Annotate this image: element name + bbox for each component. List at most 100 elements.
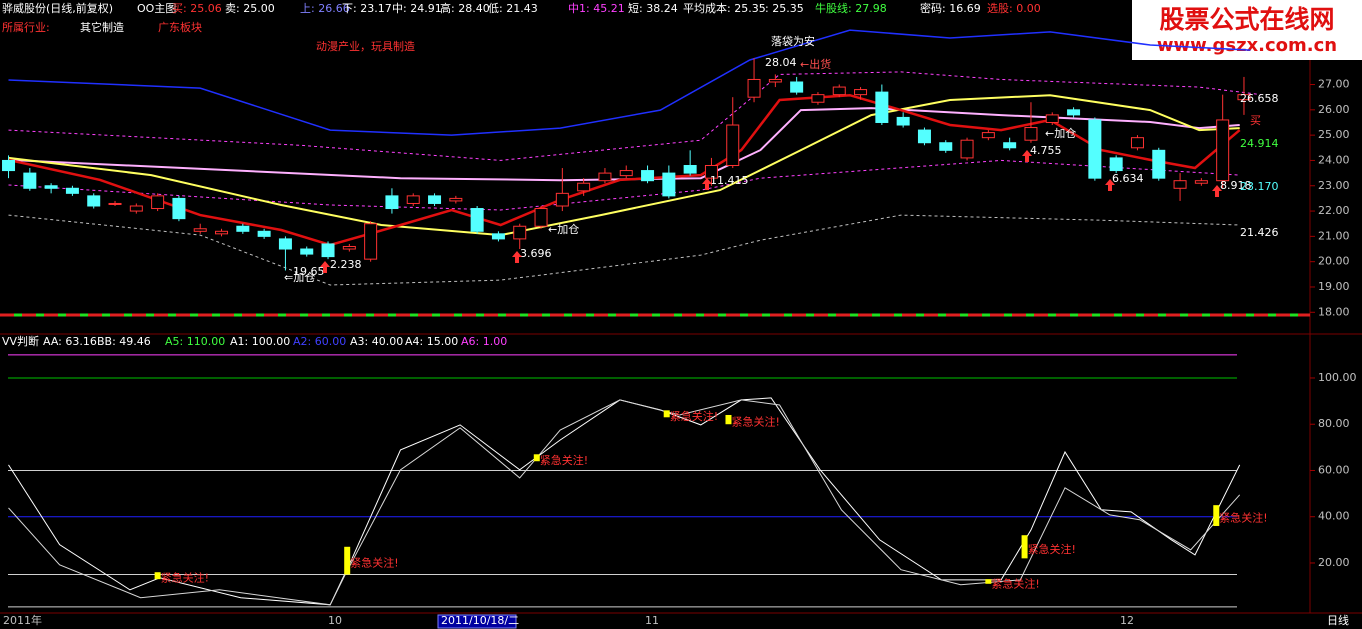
candle-body — [428, 195, 442, 204]
header-item: 上: 26.66 — [300, 2, 350, 15]
date-label: 2011年 — [3, 613, 42, 627]
y-tick-label: 26.00 — [1318, 103, 1350, 116]
logo-url: www.gszx.com.cn — [1157, 35, 1337, 56]
readout: AA: 63.16 — [43, 335, 97, 348]
candle-body — [875, 91, 889, 123]
annotation: 2.238 — [330, 258, 362, 271]
y-tick-label: 19.00 — [1318, 280, 1350, 293]
header-item: 低: 21.43 — [488, 2, 538, 15]
candle-body — [215, 230, 229, 235]
annotation: 4.755 — [1030, 144, 1062, 157]
header-item: 买: 25.06 — [172, 2, 222, 15]
signal-label: 紧急关注! — [731, 415, 779, 429]
candle-body — [406, 195, 420, 204]
signal-marker — [1021, 535, 1028, 559]
candle-body — [257, 230, 271, 237]
candle-body — [1152, 149, 1166, 179]
annotation: 6.634 — [1112, 172, 1144, 185]
date-highlight — [437, 614, 517, 629]
panel-title: VV判断 — [2, 334, 39, 348]
y-tick-label: 20.00 — [1318, 255, 1350, 268]
candle-body — [917, 129, 931, 144]
candle-body — [300, 248, 314, 255]
annotation: 8.918 — [1220, 179, 1252, 192]
header-item: 中1: 45.21 — [568, 2, 625, 15]
candle-body — [726, 124, 740, 167]
indicator-line — [8, 94, 1240, 237]
candle-body — [960, 139, 974, 159]
header-item: : 25.35 — [765, 2, 804, 15]
annotation: 19.65 — [293, 265, 325, 278]
indicator-line — [8, 93, 1241, 247]
signal-marker — [663, 410, 670, 418]
level-label: A5: 110.00 — [165, 335, 225, 348]
candle-body — [683, 165, 697, 174]
signal-marker — [344, 546, 351, 575]
candle-body — [811, 94, 825, 103]
buy-arrow — [1022, 150, 1032, 162]
candle-body — [534, 208, 548, 227]
level-label: A6: 1.00 — [461, 335, 507, 348]
y-tick-label: 23.00 — [1318, 179, 1350, 192]
candle-body — [768, 78, 782, 83]
date-label: 10 — [328, 614, 342, 627]
header-item: 卖: 25.00 — [225, 2, 275, 15]
annotation: 28.04 — [765, 56, 797, 69]
signal-label: 紧急关注! — [540, 453, 588, 467]
annotation: 11.415 — [710, 174, 749, 187]
level-label: A1: 100.00 — [230, 335, 290, 348]
annotation: 23.170 — [1240, 180, 1279, 193]
header-item: 中: 24.91 — [392, 2, 442, 15]
y-tick-label: 100.00 — [1318, 371, 1357, 384]
annotation: ⇐加仓 — [284, 270, 315, 284]
y-tick-label: 24.00 — [1318, 153, 1350, 166]
annotation: 3.696 — [520, 247, 552, 260]
candle-body — [1109, 157, 1123, 172]
level-label: A3: 40.00 — [350, 335, 403, 348]
annotation: ←加仓 — [548, 222, 579, 236]
annotation: 21.426 — [1240, 226, 1279, 239]
candle-body — [470, 208, 484, 232]
candle-body — [385, 195, 399, 210]
y-tick-label: 60.00 — [1318, 463, 1350, 476]
candle-body — [854, 89, 868, 96]
indicator-line — [8, 29, 1251, 136]
oscillator-line — [8, 399, 1241, 606]
y-tick-label: 22.00 — [1318, 204, 1350, 217]
annotation: ←加仓 — [1045, 126, 1076, 140]
concept: 动漫产业，玩具制造 — [316, 39, 415, 53]
y-tick-label: 40.00 — [1318, 510, 1350, 523]
candle-body — [193, 228, 207, 232]
header-item: 下: 23.17 — [342, 2, 392, 15]
annotation: 买 — [1250, 114, 1261, 127]
signal-label: 紧急关注! — [670, 409, 718, 423]
candle-body — [236, 225, 250, 232]
industry-label: 所属行业: — [2, 21, 50, 34]
signal-label: 紧急关注! — [350, 556, 398, 570]
candle-body — [662, 172, 676, 197]
indicator-line — [8, 159, 1240, 211]
buy-arrow — [320, 261, 330, 273]
region: 广东板块 — [158, 20, 202, 34]
y-tick-label: 20.00 — [1318, 556, 1350, 569]
candle-body — [896, 116, 910, 126]
signal-marker — [533, 454, 540, 462]
header-item: 牛股线: 27.98 — [815, 1, 887, 15]
candle-body — [704, 165, 718, 179]
level-label: A2: 60.00 — [293, 335, 346, 348]
date-label: 12 — [1120, 614, 1134, 627]
indicator-line — [8, 214, 1240, 286]
y-tick-label: 80.00 — [1318, 417, 1350, 430]
candle-body — [1045, 114, 1059, 123]
header-item: 短: 38.24 — [628, 1, 678, 15]
date-label: 11 — [645, 614, 659, 627]
signal-label: 紧急关注! — [1028, 542, 1076, 556]
candle-body — [513, 225, 527, 240]
level-label: A4: 15.00 — [405, 335, 458, 348]
candle-body — [364, 223, 378, 260]
header-item: 密码: 16.69 — [920, 1, 981, 15]
stock-title: 骅威股份(日线,前复权) — [2, 1, 113, 15]
buy-arrow — [512, 251, 522, 263]
